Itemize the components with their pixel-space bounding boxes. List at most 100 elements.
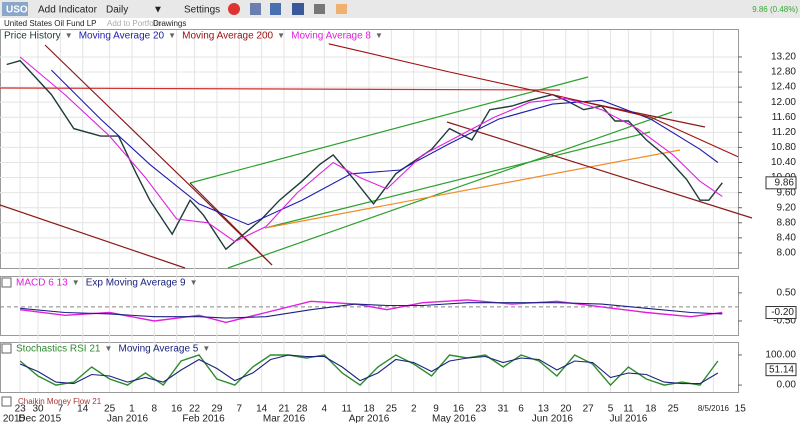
legend-entry: MACD 6 13	[16, 278, 68, 289]
last-value-label: 51.14	[769, 364, 794, 375]
legend-arrow: ▼	[65, 31, 73, 40]
legend-entry: Moving Average 200	[182, 31, 273, 42]
x-tick-label: 29	[211, 404, 223, 415]
y-tick-label: 0.50	[777, 287, 797, 298]
y-tick-label: 8.40	[777, 232, 797, 243]
y-tick-label: 8.80	[777, 217, 797, 228]
icon[interactable]	[270, 3, 281, 15]
legend-arrow: ▼	[168, 31, 176, 40]
last-value-box	[765, 176, 797, 190]
x-tick-label: 28	[296, 404, 308, 415]
x-tick-label: 30	[32, 404, 44, 415]
month-label: May 2016	[432, 414, 476, 423]
last-value-label: -0.20	[771, 307, 794, 318]
x-tick-label: 7	[237, 404, 243, 415]
series-line	[19, 56, 723, 243]
close-box[interactable]	[1, 343, 12, 354]
x-tick-label: 7	[58, 404, 64, 415]
x-tick-label: 23	[475, 404, 487, 415]
y-tick-label: 12.00	[771, 97, 796, 108]
legend-arrow: ▼	[375, 31, 383, 40]
x-tick-label: 11	[623, 404, 634, 415]
legend-arrow: ▼	[202, 344, 210, 353]
x-tick-label: 25	[668, 404, 680, 415]
x-tick-label: 1	[129, 404, 135, 415]
trendlines	[0, 44, 753, 269]
period[interactable]: Daily	[106, 5, 128, 16]
month-label: Jun 2016	[532, 414, 574, 423]
drawings[interactable]: Drawings	[153, 19, 186, 28]
symbol[interactable]: USO	[6, 5, 28, 16]
month-label: Apr 2016	[349, 414, 390, 423]
y-tick-label: 11.20	[772, 127, 797, 138]
x-tick-label: 31	[498, 404, 510, 415]
x-tick-label: 6	[518, 404, 524, 415]
legend-entry: Stochastics RSI 21	[16, 344, 101, 355]
x-tick-label: 25	[386, 404, 398, 415]
icon[interactable]	[314, 4, 325, 14]
legend-arrow: ▼	[72, 278, 80, 287]
y-tick-label: 12.40	[771, 82, 796, 93]
symbol-box[interactable]	[2, 2, 28, 16]
trendline	[264, 131, 651, 229]
x-tick-label: 23	[15, 404, 27, 415]
series-line	[328, 43, 739, 158]
x-tick-label: 13	[538, 404, 550, 415]
x-tick-label: 16	[171, 404, 183, 415]
y-tick-label: 9.20	[777, 202, 797, 213]
x-tick-label: 25	[104, 404, 116, 415]
add-portfolio[interactable]: Add to Portfolio	[107, 19, 162, 28]
settings[interactable]: Settings	[184, 5, 220, 16]
y-tick-label: 12.80	[771, 67, 796, 78]
trendline	[189, 76, 589, 184]
month-label: Jan 2016	[107, 414, 149, 423]
x-tick-label: 11	[341, 404, 352, 415]
icon[interactable]	[292, 3, 304, 15]
legend-entry: Moving Average 20	[79, 31, 165, 42]
y-tick-label: 11.60	[772, 112, 797, 123]
trendline	[446, 121, 753, 219]
icon[interactable]	[250, 3, 261, 15]
add-indicator[interactable]: Add Indicator	[38, 5, 98, 16]
month-label: Jul 2016	[610, 414, 648, 423]
trendline	[227, 111, 673, 269]
trendline	[44, 44, 273, 266]
series-line	[19, 354, 719, 385]
x-tick-label: 9	[433, 404, 439, 415]
y-tick-label: 100.00	[765, 350, 796, 361]
x-tick-label: 8	[152, 404, 158, 415]
close-box[interactable]	[1, 396, 12, 407]
x-tick-label: 4	[321, 404, 327, 415]
legend-entry: Moving Average 5	[118, 344, 198, 355]
x-tick-label: 21	[278, 404, 290, 415]
y-tick-label: 9.60	[777, 187, 797, 198]
x-tick-label: 15	[735, 404, 747, 415]
legend-arrow: ▼	[277, 31, 285, 40]
month-label: Mar 2016	[263, 414, 306, 423]
y-tick-label: 8.00	[777, 248, 797, 259]
last-value-box	[765, 306, 797, 320]
quote: 9.86 (0.48%)	[752, 5, 798, 14]
x-tick-label: 14	[77, 404, 89, 415]
icon[interactable]	[228, 3, 240, 15]
close-box[interactable]	[1, 277, 12, 288]
legend-arrow: ▼	[190, 278, 198, 287]
chaikin-label: Chaikin Money Flow 21	[18, 397, 102, 406]
period-arrow[interactable]: ▼	[153, 5, 163, 16]
series-line	[51, 69, 719, 226]
x-tick-label: 14	[256, 404, 268, 415]
month-label: Feb 2016	[182, 414, 225, 423]
trendline	[189, 182, 273, 266]
y-tick-label: 10.80	[771, 142, 796, 153]
x-tick-label: 27	[583, 404, 595, 415]
month-label: 2015	[3, 414, 26, 423]
series-line	[6, 59, 723, 251]
toolbar	[0, 0, 800, 18]
x-tick-label: 18	[645, 404, 657, 415]
x-tick-label: 22	[189, 404, 201, 415]
series-line	[20, 302, 723, 319]
series-line	[20, 299, 723, 324]
icon[interactable]	[336, 4, 347, 14]
